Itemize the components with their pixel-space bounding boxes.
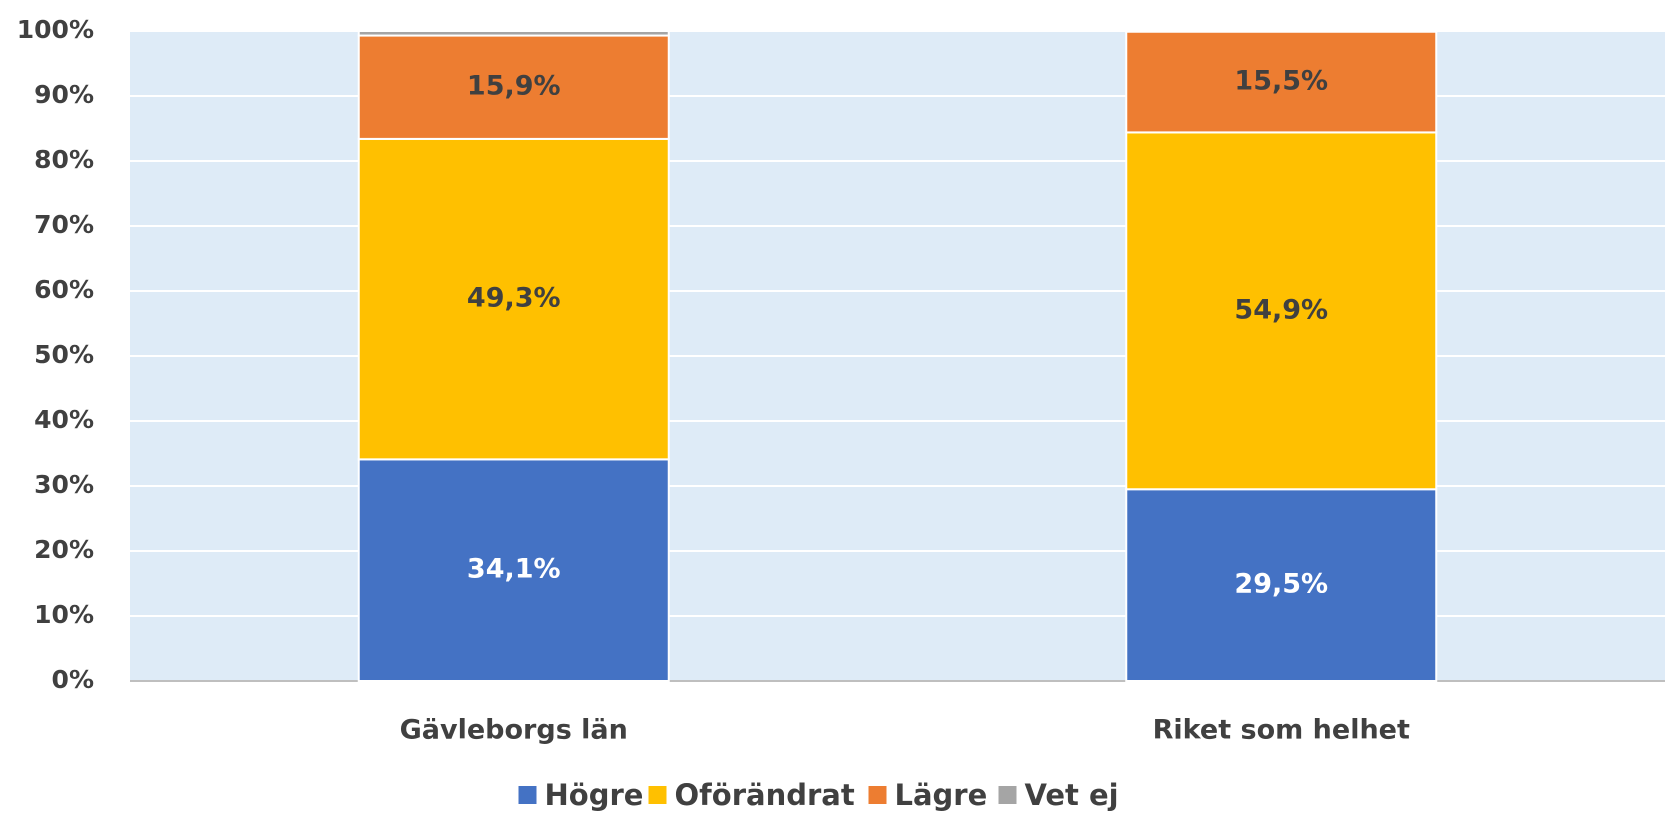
- legend-label: Vet ej: [1025, 778, 1119, 812]
- legend-swatch: [998, 786, 1017, 804]
- bar-segment: [1125, 131, 1438, 491]
- bar-segment: [1125, 30, 1438, 134]
- legend-label: Högre: [545, 778, 644, 812]
- legend-label: Lägre: [895, 778, 988, 812]
- y-tick-label: 60%: [34, 275, 94, 304]
- legend-swatch: [868, 786, 887, 804]
- bar-segment: [357, 458, 670, 682]
- x-tick-label: Gävleborgs län: [400, 715, 628, 746]
- data-label: 49,3%: [467, 283, 561, 314]
- bar-segment: [357, 137, 670, 461]
- y-tick-label: 50%: [34, 340, 94, 369]
- y-tick-label: 70%: [34, 210, 94, 239]
- bar-segment: [357, 30, 670, 37]
- y-tick-label: 100%: [17, 15, 94, 44]
- data-label: 54,9%: [1234, 294, 1328, 325]
- y-tick-label: 30%: [34, 470, 94, 499]
- y-tick-label: 40%: [34, 405, 94, 434]
- y-tick-label: 90%: [34, 80, 94, 109]
- bar-segment: [1125, 488, 1438, 682]
- y-tick-label: 0%: [52, 665, 94, 694]
- data-label: 15,9%: [467, 71, 561, 102]
- y-tick-label: 80%: [34, 145, 94, 174]
- legend-label: Oförändrat: [675, 778, 855, 812]
- bar-segment: [1125, 30, 1438, 33]
- bar-segment: [357, 34, 670, 140]
- legend-swatch: [648, 786, 667, 804]
- data-label: 29,5%: [1234, 569, 1328, 600]
- data-label: 34,1%: [467, 554, 561, 585]
- x-tick-label: Riket som helhet: [1153, 715, 1410, 746]
- y-tick-label: 10%: [34, 600, 94, 629]
- data-label: 15,5%: [1234, 66, 1328, 97]
- legend-swatch: [518, 786, 537, 804]
- y-tick-label: 20%: [34, 535, 94, 564]
